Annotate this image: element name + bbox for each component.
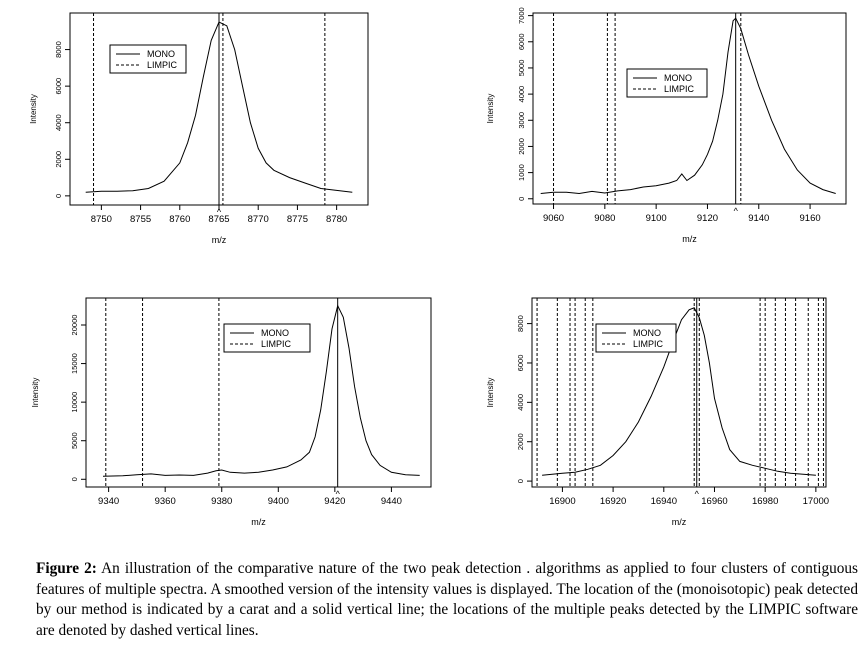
- y-axis-label: Intensity: [486, 94, 495, 124]
- x-tick-label: 8750: [91, 214, 112, 225]
- y-tick-label: 5000: [70, 432, 79, 449]
- x-tick-label: 8770: [248, 214, 269, 225]
- y-tick-label: 2000: [517, 138, 526, 155]
- x-tick-label: 16980: [752, 496, 778, 507]
- legend-limpic-label: LIMPIC: [664, 84, 695, 94]
- x-tick-label: 9140: [748, 213, 769, 224]
- y-tick-label: 6000: [517, 33, 526, 50]
- y-tick-label: 8000: [54, 41, 63, 58]
- plot-frame: [85, 297, 432, 488]
- y-tick-label: 6000: [54, 78, 63, 95]
- caption-label: Figure 2:: [36, 560, 97, 577]
- y-tick-label: 7000: [517, 7, 526, 24]
- x-tick-label: 8760: [169, 214, 190, 225]
- legend-box: [595, 323, 677, 353]
- x-tick-label: 16960: [701, 496, 727, 507]
- x-tick-label: 8765: [208, 214, 229, 225]
- x-tick-label: 16940: [651, 496, 677, 507]
- x-tick-label: 9160: [800, 213, 821, 224]
- x-tick-label: 17000: [803, 496, 829, 507]
- legend-box: [109, 44, 187, 74]
- mono-peak-caret: ^: [217, 207, 222, 217]
- intensity-series-line: [102, 304, 420, 477]
- y-axis-label: Intensity: [31, 378, 40, 408]
- x-tick-label: 9440: [381, 496, 402, 507]
- legend-limpic-label: LIMPIC: [261, 339, 292, 349]
- x-tick-label: 9120: [697, 213, 718, 224]
- y-tick-label: 3000: [517, 112, 526, 129]
- legend-limpic-label: LIMPIC: [633, 339, 664, 349]
- x-tick-label: 9420: [324, 496, 345, 507]
- y-tick-label: 0: [516, 479, 525, 483]
- plot-frame: [532, 12, 847, 205]
- x-axis-label: m/z: [672, 517, 687, 527]
- x-tick-label: 16900: [549, 496, 575, 507]
- x-tick-label: 9360: [155, 496, 176, 507]
- x-axis-label: m/z: [682, 234, 697, 244]
- figure-caption: Figure 2: An illustration of the compara…: [36, 559, 858, 641]
- x-tick-label: 8755: [130, 214, 151, 225]
- x-tick-label: 16920: [600, 496, 626, 507]
- intensity-series-line: [540, 17, 836, 195]
- panel-top-right: 9060 9080 9100 9120 9140 9160 0 1000 2000 3000 400…: [486, 7, 847, 244]
- x-tick-label: 8780: [326, 214, 347, 225]
- plot-frame: [531, 297, 827, 488]
- intensity-series-line: [542, 307, 816, 476]
- y-tick-label: 4000: [54, 114, 63, 131]
- y-tick-label: 0: [517, 197, 526, 201]
- x-axis-label: m/z: [212, 235, 227, 245]
- x-axis-label: m/z: [251, 517, 266, 527]
- y-tick-label: 5000: [517, 60, 526, 77]
- y-tick-label: 2000: [54, 151, 63, 168]
- panel-top-left: 8750 8755 8760 8765 8770 8775 8780 0 2000 4000 600…: [29, 12, 369, 245]
- y-tick-label: 0: [54, 194, 63, 198]
- panel-bottom-left: 9340 9360 9380 9400 9420 9440 0 5000 10000 15000 2…: [31, 297, 432, 527]
- y-axis-label: Intensity: [29, 94, 38, 124]
- legend-mono-label: MONO: [261, 328, 289, 338]
- mono-peak-caret: ^: [695, 489, 700, 499]
- x-tick-label: 8775: [287, 214, 308, 225]
- y-tick-label: 6000: [516, 355, 525, 372]
- x-tick-label: 9100: [646, 213, 667, 224]
- x-tick-label: 9340: [98, 496, 119, 507]
- mono-peak-caret: ^: [336, 489, 341, 499]
- x-tick-label: 9060: [543, 213, 564, 224]
- y-tick-label: 4000: [516, 394, 525, 411]
- intensity-series-line: [85, 21, 353, 193]
- legend-mono-label: MONO: [664, 73, 692, 83]
- y-tick-label: 0: [70, 477, 79, 481]
- x-tick-label: 9400: [268, 496, 289, 507]
- legend-limpic-label: LIMPIC: [147, 60, 178, 70]
- y-tick-label: 1000: [517, 164, 526, 181]
- panel-bottom-right: 16900 16920 16940 16960 16980 17000 0 2000 4000 6…: [486, 297, 829, 527]
- mono-peak-caret: ^: [734, 206, 739, 216]
- y-tick-label: 8000: [516, 315, 525, 332]
- x-tick-label: 9080: [594, 213, 615, 224]
- y-tick-label: 10000: [70, 392, 79, 413]
- legend-box: [223, 323, 311, 353]
- y-tick-label: 2000: [516, 433, 525, 450]
- legend-mono-label: MONO: [147, 49, 175, 59]
- y-tick-label: 20000: [70, 315, 79, 336]
- caption-text: An illustration of the comparative natur…: [36, 560, 858, 639]
- x-tick-label: 9380: [211, 496, 232, 507]
- legend-mono-label: MONO: [633, 328, 661, 338]
- y-tick-label: 15000: [70, 353, 79, 374]
- y-tick-label: 4000: [517, 86, 526, 103]
- legend-box: [626, 68, 708, 98]
- y-axis-label: Intensity: [486, 378, 495, 408]
- figure-panels: 8750 8755 8760 8765 8770 8775 8780 0 2000 4000 600…: [29, 7, 847, 527]
